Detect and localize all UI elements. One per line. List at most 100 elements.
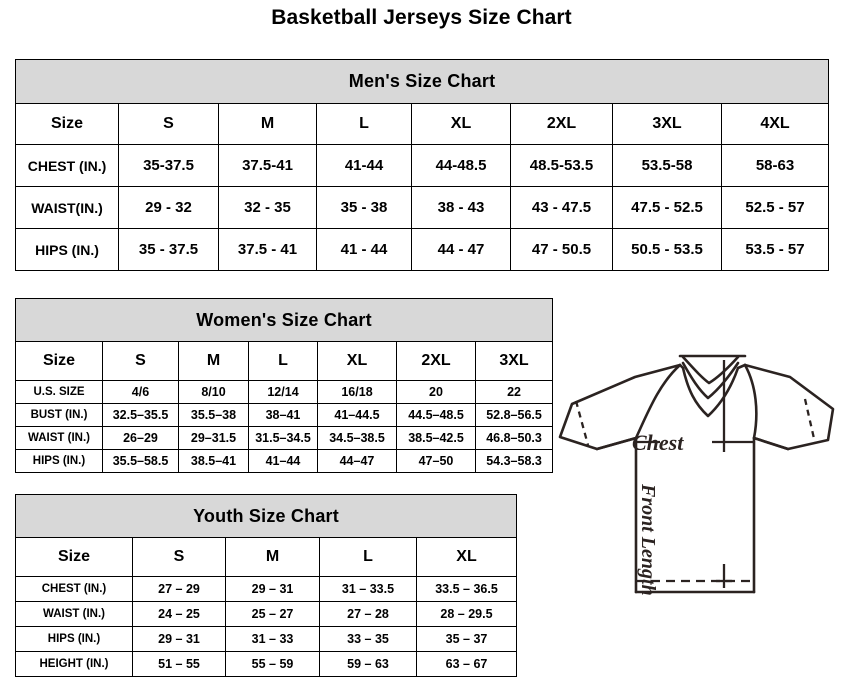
mens-chest-l: 41-44 — [316, 144, 412, 187]
womens-waist-l: 31.5–34.5 — [248, 426, 318, 450]
youth-chart-banner: Youth Size Chart — [15, 494, 517, 538]
sleeve-cuff-dashed-group — [574, 398, 817, 446]
mens-chest-2xl: 48.5-53.5 — [510, 144, 613, 187]
jersey-outline-group — [558, 354, 835, 594]
right-armhole-seam — [743, 363, 758, 440]
womens-bust-xl: 41–44.5 — [317, 403, 397, 427]
youth-waist-s: 24 – 25 — [132, 601, 226, 627]
youth-row-label-waist: WAIST (IN.) — [15, 601, 133, 627]
mens-row-label-waist: WAIST(IN.) — [15, 186, 119, 229]
womens-col-l: L — [248, 341, 318, 381]
youth-height-xl: 63 – 67 — [416, 651, 517, 677]
womens-row-label-us-size: U.S. SIZE — [15, 380, 103, 404]
page-title: Basketball Jerseys Size Chart — [271, 6, 572, 29]
womens-hips-2xl: 47–50 — [396, 449, 476, 473]
youth-height-l: 59 – 63 — [319, 651, 417, 677]
neckline-outer-v — [678, 363, 747, 418]
womens-col-s: S — [102, 341, 179, 381]
table-row: HIPS (IN.) 35.5–58.5 38.5–41 41–44 44–47… — [15, 449, 554, 473]
womens-bust-2xl: 44.5–48.5 — [396, 403, 476, 427]
right-sleeve-outline — [743, 363, 835, 451]
womens-us-size-2xl: 20 — [396, 380, 476, 404]
womens-waist-3xl: 46.8–50.3 — [474, 426, 554, 450]
womens-us-size-s: 4/6 — [102, 380, 179, 404]
youth-chest-m: 29 – 31 — [225, 576, 320, 602]
underarm-seam — [595, 436, 790, 451]
right-sleeve-cuff-dash — [803, 398, 817, 444]
youth-hips-s: 29 – 31 — [132, 626, 226, 652]
womens-hips-l: 41–44 — [248, 449, 318, 473]
womens-waist-m: 29–31.5 — [178, 426, 249, 450]
table-row: HIPS (IN.) 35 - 37.5 37.5 - 41 41 - 44 4… — [15, 228, 830, 271]
table-row: CHEST (IN.) 27 – 29 29 – 31 31 – 33.5 33… — [15, 576, 517, 602]
mens-row-label-hips: HIPS (IN.) — [15, 228, 119, 271]
mens-waist-s: 29 - 32 — [118, 186, 219, 229]
jersey-illustration-svg — [558, 354, 835, 594]
mens-col-4xl: 4XL — [720, 103, 830, 145]
youth-chest-xl: 33.5 – 36.5 — [416, 576, 517, 602]
mens-chest-m: 37.5-41 — [218, 144, 317, 187]
womens-size-chart-table: Women's Size Chart Size S M L XL 2XL 3XL… — [14, 298, 554, 473]
womens-bust-3xl: 52.8–56.5 — [474, 403, 554, 427]
left-sleeve-cuff-dash — [574, 400, 590, 446]
youth-row-header-label: Size — [15, 537, 133, 577]
youth-col-xl: XL — [416, 537, 517, 577]
youth-row-label-height: HEIGHT (IN.) — [15, 651, 133, 677]
womens-col-3xl: 3XL — [474, 341, 554, 381]
table-row: U.S. SIZE 4/6 8/10 12/14 16/18 20 22 — [15, 380, 554, 404]
youth-size-chart-table: Youth Size Chart Size S M L XL CHEST (IN… — [15, 494, 517, 677]
youth-chest-s: 27 – 29 — [132, 576, 226, 602]
mens-col-xl: XL — [411, 103, 511, 145]
womens-waist-xl: 34.5–38.5 — [317, 426, 397, 450]
youth-col-s: S — [132, 537, 226, 577]
table-row: WAIST (IN.) 26–29 29–31.5 31.5–34.5 34.5… — [15, 426, 554, 450]
table-row: CHEST (IN.) 35-37.5 37.5-41 41-44 44-48.… — [15, 144, 830, 187]
youth-col-l: L — [319, 537, 417, 577]
womens-bust-m: 35.5–38 — [178, 403, 249, 427]
mens-header-row: Size S M L XL 2XL 3XL 4XL — [15, 103, 830, 145]
youth-banner-row: Youth Size Chart — [15, 494, 517, 538]
womens-row-label-waist: WAIST (IN.) — [15, 426, 103, 450]
youth-row-label-hips: HIPS (IN.) — [15, 626, 133, 652]
womens-col-xl: XL — [317, 341, 397, 381]
mens-chest-3xl: 53.5-58 — [612, 144, 722, 187]
womens-waist-2xl: 38.5–42.5 — [396, 426, 476, 450]
youth-chest-l: 31 – 33.5 — [319, 576, 417, 602]
youth-row-label-chest: CHEST (IN.) — [15, 576, 133, 602]
mens-waist-xl: 38 - 43 — [411, 186, 511, 229]
youth-col-m: M — [225, 537, 320, 577]
youth-waist-m: 25 – 27 — [225, 601, 320, 627]
mens-chest-4xl: 58-63 — [720, 144, 830, 187]
mens-chest-s: 35-37.5 — [118, 144, 219, 187]
mens-chest-xl: 44-48.5 — [411, 144, 511, 187]
mens-waist-4xl: 52.5 - 57 — [720, 186, 830, 229]
womens-us-size-3xl: 22 — [474, 380, 554, 404]
table-row: WAIST(IN.) 29 - 32 32 - 35 35 - 38 38 - … — [15, 186, 830, 229]
womens-waist-s: 26–29 — [102, 426, 179, 450]
womens-hips-m: 38.5–41 — [178, 449, 249, 473]
mens-col-2xl: 2XL — [510, 103, 613, 145]
mens-hips-2xl: 47 - 50.5 — [510, 228, 613, 271]
table-row: HEIGHT (IN.) 51 – 55 55 – 59 59 – 63 63 … — [15, 651, 517, 677]
womens-chart-banner: Women's Size Chart — [14, 298, 554, 342]
left-armhole-seam — [634, 363, 682, 440]
womens-col-m: M — [178, 341, 249, 381]
mens-col-3xl: 3XL — [612, 103, 722, 145]
womens-banner-row: Women's Size Chart — [14, 298, 554, 342]
front-length-measure-label: Front Length — [637, 484, 659, 596]
mens-size-chart-table: Men's Size Chart Size S M L XL 2XL 3XL 4… — [14, 59, 830, 271]
womens-us-size-m: 8/10 — [178, 380, 249, 404]
womens-col-2xl: 2XL — [396, 341, 476, 381]
youth-hips-m: 31 – 33 — [225, 626, 320, 652]
youth-waist-xl: 28 – 29.5 — [416, 601, 517, 627]
womens-us-size-xl: 16/18 — [317, 380, 397, 404]
womens-bust-l: 38–41 — [248, 403, 318, 427]
mens-col-s: S — [118, 103, 219, 145]
mens-hips-4xl: 53.5 - 57 — [720, 228, 830, 271]
mens-hips-s: 35 - 37.5 — [118, 228, 219, 271]
youth-height-m: 55 – 59 — [225, 651, 320, 677]
mens-row-label-chest: CHEST (IN.) — [15, 144, 119, 187]
neckline-collar-band-2 — [681, 355, 740, 385]
mens-chart-banner: Men's Size Chart — [14, 59, 830, 104]
mens-waist-2xl: 43 - 47.5 — [510, 186, 613, 229]
